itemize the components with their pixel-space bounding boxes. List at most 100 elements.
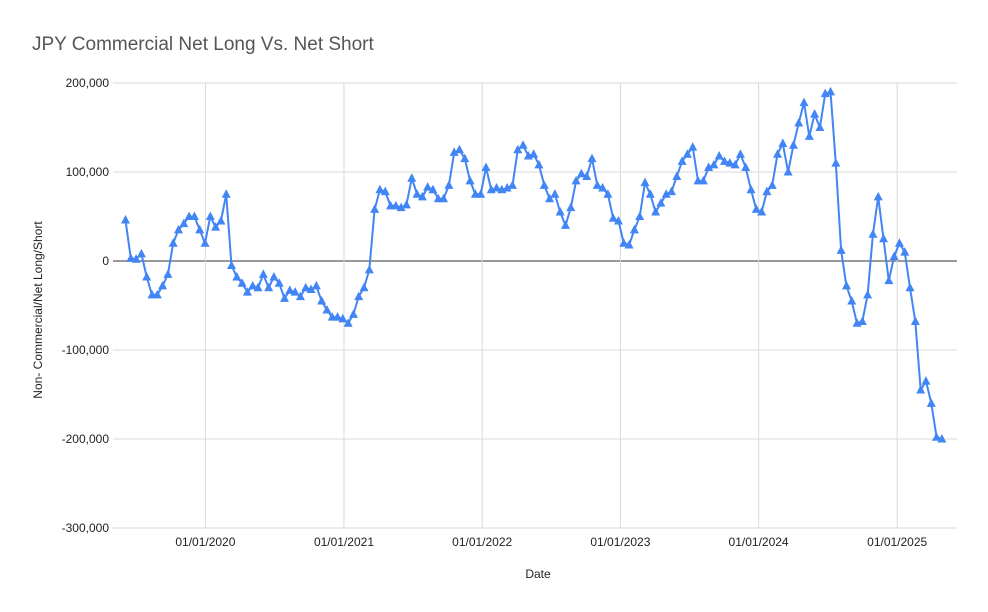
data-point <box>783 167 793 176</box>
data-point <box>651 207 661 216</box>
y-tick-label: 200,000 <box>66 76 110 90</box>
data-point <box>773 149 783 158</box>
data-point <box>407 173 417 182</box>
data-point <box>762 186 772 196</box>
data-point <box>476 189 486 198</box>
data-point <box>677 156 687 165</box>
data-point <box>788 140 798 149</box>
data-point <box>905 282 915 292</box>
data-point <box>873 191 883 201</box>
data-point <box>709 159 719 169</box>
data-point <box>640 177 650 187</box>
data-point <box>481 162 491 172</box>
data-point <box>237 278 247 287</box>
y-tick-label: 100,000 <box>66 165 110 179</box>
data-point <box>189 211 199 220</box>
data-point <box>672 171 682 180</box>
data-point <box>704 162 714 172</box>
data-point <box>401 199 411 209</box>
data-point <box>465 175 475 185</box>
data-point <box>725 158 735 167</box>
data-point <box>576 168 586 178</box>
data-point <box>444 180 454 189</box>
chart-title: JPY Commercial Net Long Vs. Net Short <box>32 34 375 55</box>
data-point <box>529 149 539 158</box>
data-point <box>269 272 279 281</box>
data-point <box>841 280 851 290</box>
data-point <box>163 269 173 278</box>
data-point <box>629 224 639 234</box>
data-point <box>582 171 592 180</box>
data-point <box>507 180 517 189</box>
data-point <box>767 180 777 189</box>
data-point <box>195 224 205 234</box>
data-point <box>571 175 581 185</box>
data-point <box>566 202 576 212</box>
data-point <box>645 189 655 198</box>
data-line <box>124 90 943 440</box>
data-point <box>396 202 406 212</box>
data-point <box>232 272 242 281</box>
data-point <box>211 222 221 231</box>
data-point <box>757 207 767 216</box>
data-point <box>698 175 708 185</box>
data-point <box>216 215 226 225</box>
data-point <box>868 229 878 238</box>
data-point <box>126 253 136 262</box>
data-point <box>810 109 820 118</box>
data-point <box>619 238 629 247</box>
data-point <box>306 284 316 293</box>
data-point <box>730 159 740 169</box>
data-point <box>592 180 602 189</box>
data-point <box>370 204 380 213</box>
x-tick-label: 01/01/2020 <box>175 535 235 549</box>
data-point <box>656 198 666 207</box>
data-point <box>624 239 634 249</box>
x-tick-label: 01/01/2024 <box>729 535 789 549</box>
data-point <box>322 304 332 314</box>
data-point <box>751 204 761 213</box>
data-point <box>285 285 295 294</box>
data-point <box>242 287 252 296</box>
data-point <box>290 287 300 296</box>
data-point <box>295 291 305 301</box>
data-point <box>412 189 422 198</box>
data-point <box>857 316 867 326</box>
data-point <box>179 218 189 228</box>
data-point <box>391 200 401 210</box>
data-point <box>200 238 210 247</box>
data-point <box>518 140 528 149</box>
data-point <box>682 149 692 158</box>
data-point <box>815 122 825 131</box>
data-point <box>746 184 756 194</box>
data-point <box>460 153 470 163</box>
data-point <box>174 224 184 234</box>
y-axis-label: Non- Commercial/Net Long/Short <box>31 221 45 399</box>
data-point <box>417 191 427 201</box>
data-point <box>423 182 433 191</box>
data-point <box>539 180 549 189</box>
data-point <box>889 251 899 261</box>
data-point <box>741 162 751 172</box>
data-point <box>513 144 523 154</box>
data-point <box>227 260 237 269</box>
data-point <box>863 289 873 299</box>
data-point <box>338 313 348 323</box>
y-tick-label: 0 <box>102 254 109 268</box>
data-point <box>545 193 555 203</box>
data-point <box>598 183 608 192</box>
data-point <box>587 153 597 163</box>
data-point <box>550 189 560 198</box>
data-point <box>555 207 565 216</box>
data-point <box>720 156 730 165</box>
data-point <box>608 213 618 222</box>
data-point <box>454 144 464 154</box>
data-point <box>131 254 141 263</box>
y-tick-label: -200,000 <box>62 432 110 446</box>
data-point <box>603 189 613 198</box>
data-point <box>661 189 671 198</box>
data-point <box>311 280 321 290</box>
data-point <box>152 289 162 299</box>
data-point <box>274 278 284 287</box>
x-tick-label: 01/01/2023 <box>590 535 650 549</box>
